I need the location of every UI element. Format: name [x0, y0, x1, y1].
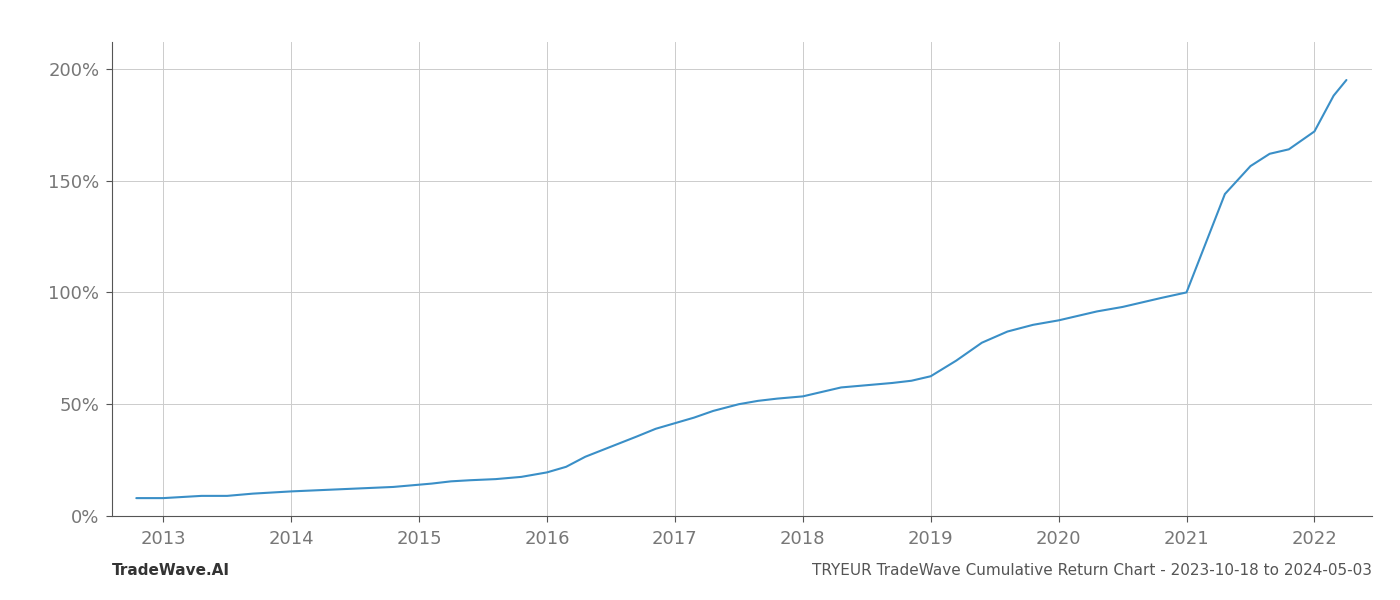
Text: TradeWave.AI: TradeWave.AI: [112, 563, 230, 578]
Text: TRYEUR TradeWave Cumulative Return Chart - 2023-10-18 to 2024-05-03: TRYEUR TradeWave Cumulative Return Chart…: [812, 563, 1372, 578]
